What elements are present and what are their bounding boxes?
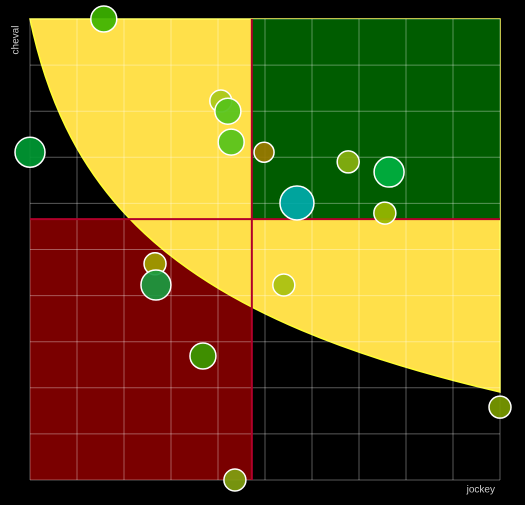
bubble: [14, 136, 46, 168]
bubble: [373, 156, 405, 188]
bubble: [488, 395, 512, 419]
bubble: [336, 150, 360, 174]
y-axis-label: cheval: [11, 26, 22, 55]
bubble: [189, 342, 217, 370]
bubble: [214, 97, 242, 125]
bubble: [217, 128, 245, 156]
bubble: [90, 5, 118, 33]
bubble: [223, 468, 247, 492]
bubble: [373, 201, 397, 225]
bubble: [279, 185, 315, 221]
plot-layer: [14, 5, 512, 492]
bubble: [253, 141, 275, 163]
bubble: [272, 273, 296, 297]
x-axis-label: jockey: [466, 485, 495, 496]
bubble: [140, 269, 172, 301]
